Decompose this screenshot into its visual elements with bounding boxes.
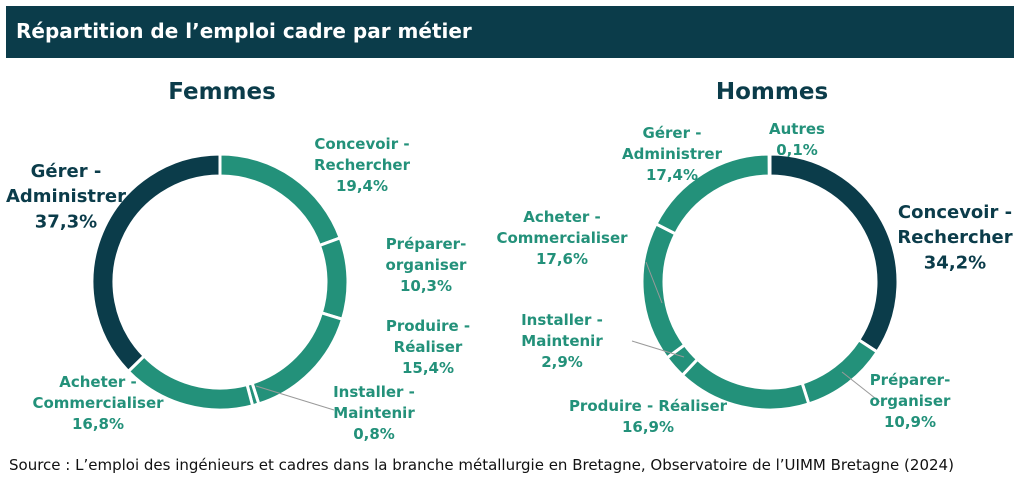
hommes-title: Hommes [716,79,828,105]
hommes-leader-installer-maintenir [631,340,685,358]
femmes-slice-produire-realiser [250,310,345,406]
source-note: Source : L’emploi des ingénieurs et cadr… [9,456,954,474]
hommes-leader-acheter-commercialiser [645,261,663,304]
hommes-label-preparer-organiser: Préparer-organiser 10,9% [870,371,951,431]
hommes-label-gerer-administrer: Gérer -Administrer 17,4% [622,124,723,184]
femmes-slice-gerer-administrer [90,152,222,374]
page-title: Répartition de l’emploi cadre par métier [16,19,472,43]
femmes-label-gerer-administrer: Gérer -Administrer 37,3% [6,161,126,232]
hommes-donut: Hommes Concevoir -Rechercher 34,2% Préparer… [496,79,1012,436]
hommes-slice-acheter-commercialiser [640,221,687,360]
hommes-label-concevoir-rechercher: Concevoir -Rechercher 34,2% [897,202,1012,273]
femmes-label-produire-realiser: Produire -Réaliser 15,4% [386,317,470,377]
hommes-label-installer-maintenir: Installer -Maintenir 2,9% [521,311,603,371]
femmes-donut: Femmes Concevoir -Rechercher 19,4% Préparer… [6,79,470,443]
hommes-label-acheter-commercialiser: Acheter -Commercialiser 17,6% [496,208,628,268]
femmes-leader-installer-maintenir [255,385,335,411]
femmes-label-acheter-commercialiser: Acheter -Commercialiser 16,8% [32,373,164,433]
hommes-leader-preparer-organiser [841,371,881,403]
hommes-label-autres: Autres 0,1% [769,120,825,159]
hommes-slice-preparer-organiser [800,337,880,406]
femmes-label-concevoir-rechercher: Concevoir -Rechercher 19,4% [314,135,411,195]
hommes-label-produire-realiser: Produire - Réaliser 16,9% [569,397,728,436]
femmes-title: Femmes [168,79,276,105]
hommes-slice-concevoir-rechercher [768,152,900,355]
femmes-label-preparer-organiser: Préparer-organiser 10,3% [386,235,467,295]
title-bar: Répartition de l’emploi cadre par métier [6,6,1014,58]
femmes-label-installer-maintenir: Installer -Maintenir 0,8% [333,383,415,443]
femmes-slice-preparer-organiser [317,235,350,322]
hommes-slice-autres [767,152,772,178]
